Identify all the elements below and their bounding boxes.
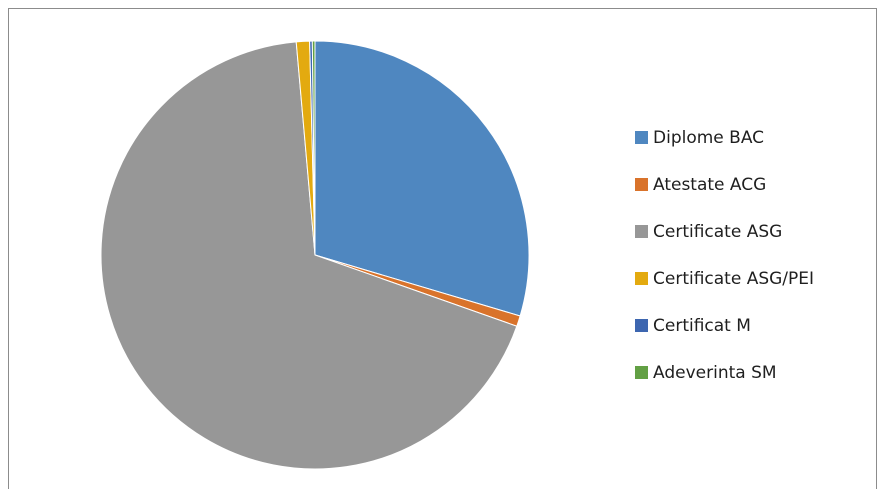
legend: Diplome BAC Atestate ACG Certificate ASG Ce…: [635, 126, 875, 408]
chart-area: Diplome BAC Atestate ACG Certificate ASG Ce…: [8, 8, 877, 489]
legend-item-certificate-asg-pei: Certificate ASG/PEI: [635, 267, 875, 290]
legend-label: Certificate ASG: [653, 221, 783, 242]
legend-label: Diplome BAC: [653, 127, 765, 148]
legend-swatch-certificat-m: [635, 319, 648, 332]
legend-item-diplome-bac: Diplome BAC: [635, 126, 875, 149]
legend-swatch-diplome-bac: [635, 131, 648, 144]
legend-label: Certificat M: [653, 315, 751, 336]
legend-item-adeverinta-sm: Adeverinta SM: [635, 361, 875, 384]
legend-swatch-certificate-asg: [635, 225, 648, 238]
pie-slice-diplome-bac: [314, 40, 530, 317]
pie-chart: [100, 40, 530, 470]
legend-label: Certificate ASG/PEI: [653, 268, 815, 289]
legend-item-certificate-asg: Certificate ASG: [635, 220, 875, 243]
pie-slice-adeverinta-sm: [311, 40, 316, 256]
legend-swatch-adeverinta-sm: [635, 366, 648, 379]
legend-swatch-atestate-acg: [635, 178, 648, 191]
legend-item-certificat-m: Certificat M: [635, 314, 875, 337]
legend-label: Adeverinta SM: [653, 362, 777, 383]
pie-slice-certificate-asg: [100, 41, 518, 470]
legend-item-atestate-acg: Atestate ACG: [635, 173, 875, 196]
legend-swatch-certificate-asg-pei: [635, 272, 648, 285]
legend-label: Atestate ACG: [653, 174, 767, 195]
